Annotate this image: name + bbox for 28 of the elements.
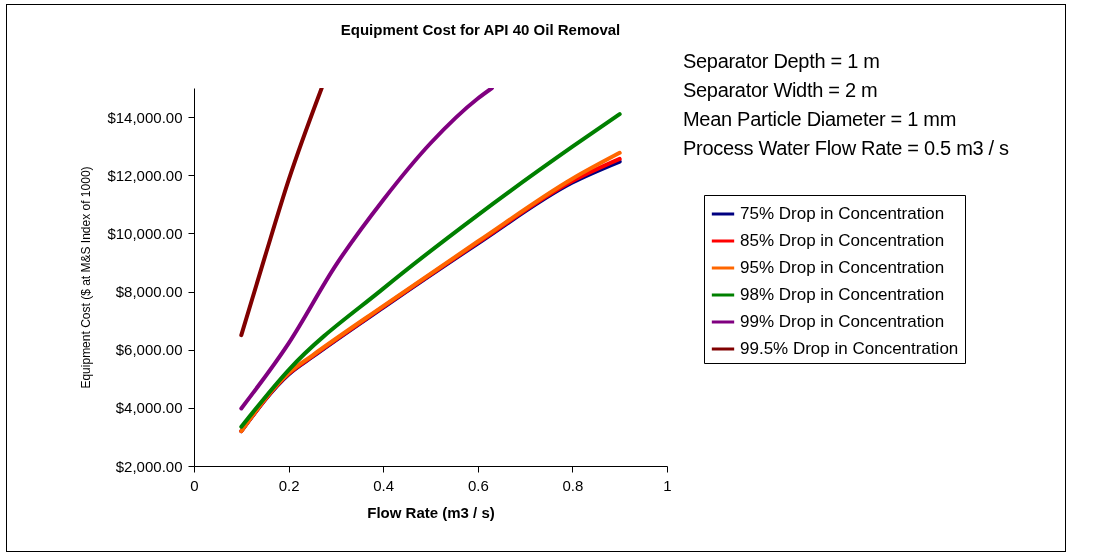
x-axis-title: Flow Rate (m3 / s) (367, 503, 495, 521)
x-tick-label: 0.6 (467, 476, 489, 494)
y-tick-label: $4,000.00 (115, 399, 183, 417)
y-tick-label: $10,000.00 (107, 224, 183, 242)
y-tick-label: $6,000.00 (115, 341, 183, 359)
y-axis-title: Equipment Cost ($ at M&S Index of 1000) (79, 166, 94, 389)
x-tick-label: 0.4 (373, 476, 395, 494)
legend-label: 98% Drop in Concentration (740, 285, 945, 304)
x-tick-label: 0.2 (278, 476, 300, 494)
y-tick-label: $12,000.00 (107, 166, 183, 184)
legend-label: 75% Drop in Concentration (740, 204, 945, 223)
chart-title: Equipment Cost for API 40 Oil Removal (340, 21, 621, 38)
x-tick-label: 0 (190, 476, 199, 494)
line-series (239, 88, 324, 338)
text: Mean Particle Diameter = 1 mm (683, 107, 958, 132)
y-tick-label: $14,000.00 (107, 108, 183, 126)
text: Process Water Flow Rate = 0.5 m3 / s (683, 136, 1009, 161)
legend-label: 99.5% Drop in Concentration (740, 339, 959, 358)
text: Separator Width = 2 m (683, 78, 879, 103)
line-series (239, 88, 494, 411)
y-tick-label: $8,000.00 (115, 283, 183, 301)
x-tick-label: 1 (663, 476, 672, 494)
text: Separator Depth = 1 m (683, 49, 881, 74)
y-tick-label: $2,000.00 (115, 457, 183, 475)
legend-label: 85% Drop in Concentration (740, 231, 945, 250)
legend-label: 95% Drop in Concentration (740, 258, 945, 277)
x-tick-label: 0.8 (562, 476, 584, 494)
legend-label: 99% Drop in Concentration (740, 312, 945, 331)
